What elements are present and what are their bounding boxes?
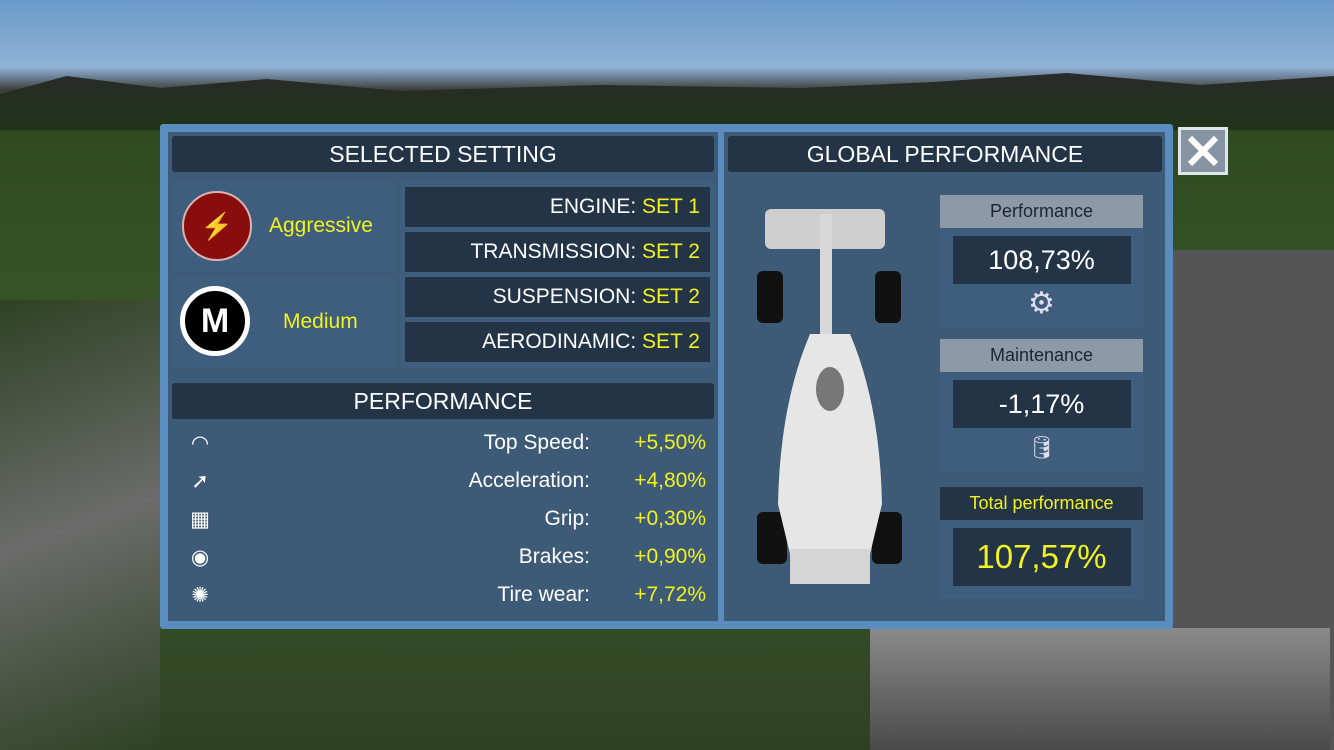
perf-row-tire-wear: ✺ Tire wear: +7,72% <box>172 578 714 612</box>
set-label: TRANSMISSION: <box>470 240 637 263</box>
set-row-aerodinamic: AERODINAMIC: SET 2 <box>405 322 710 362</box>
gear-icon: ⚙ <box>1028 287 1055 320</box>
global-performance-title: GLOBAL PERFORMANCE <box>728 136 1162 172</box>
set-value: SET 2 <box>642 240 700 263</box>
set-row-transmission: TRANSMISSION: SET 2 <box>405 232 710 272</box>
maintenance-card-value: -1,17% <box>952 380 1131 428</box>
close-icon <box>1187 135 1219 167</box>
oil-can-icon: 🛢 <box>1027 435 1056 460</box>
background-hills <box>0 73 1334 130</box>
total-performance-value: 107,57% <box>952 528 1131 586</box>
set-label: SUSPENSION: <box>492 285 637 308</box>
perf-label: Acceleration: <box>468 469 590 492</box>
mode-medium: M Medium <box>172 276 396 368</box>
perf-label: Tire wear: <box>497 583 590 606</box>
brake-stop-icon: ◉ <box>190 545 210 569</box>
perf-label: Top Speed: <box>483 431 590 454</box>
maintenance-card-title: Maintenance <box>940 339 1143 372</box>
f1-car-image <box>757 209 902 584</box>
set-row-suspension: SUSPENSION: SET 2 <box>405 277 710 317</box>
mode-label: Medium <box>283 310 358 333</box>
perf-value: +0,90% <box>634 545 706 568</box>
background-road <box>0 300 160 750</box>
set-value: SET 2 <box>642 285 700 308</box>
set-label: ENGINE: <box>549 195 637 218</box>
performance-card-value: 108,73% <box>952 236 1131 284</box>
wheel-icon: ✺ <box>191 583 209 607</box>
close-button[interactable] <box>1178 127 1228 175</box>
performance-card: Performance 108,73% ⚙ <box>940 195 1143 328</box>
total-performance-card: Total performance 107,57% <box>940 487 1143 599</box>
perf-label: Grip: <box>544 507 590 530</box>
perf-row-acceleration: ➚ Acceleration: +4,80% <box>172 464 714 498</box>
engine-bolts-icon: ⚡ <box>182 191 252 261</box>
set-value: SET 1 <box>642 195 700 218</box>
perf-label: Brakes: <box>518 545 590 568</box>
perf-row-top-speed: ◠ Top Speed: +5,50% <box>172 426 714 460</box>
speedometer-icon: ◠ <box>190 431 210 455</box>
tire-medium-icon: M <box>180 286 250 356</box>
perf-value: +4,80% <box>634 469 706 492</box>
mode-aggressive: ⚡ Aggressive <box>172 180 396 272</box>
acceleration-gauge-icon: ➚ <box>191 469 209 493</box>
perf-value: +0,30% <box>634 507 706 530</box>
perf-row-brakes: ◉ Brakes: +0,90% <box>172 540 714 574</box>
set-row-engine: ENGINE: SET 1 <box>405 187 710 227</box>
performance-card-title: Performance <box>940 195 1143 228</box>
selected-setting-title: SELECTED SETTING <box>172 136 714 172</box>
total-performance-title: Total performance <box>940 487 1143 520</box>
performance-title: PERFORMANCE <box>172 383 714 419</box>
maintenance-card: Maintenance -1,17% 🛢 <box>940 339 1143 472</box>
perf-value: +7,72% <box>634 583 706 606</box>
tire-tread-icon: ▦ <box>190 507 210 531</box>
mode-label: Aggressive <box>269 214 373 237</box>
set-label: AERODINAMIC: <box>482 330 637 353</box>
perf-row-grip: ▦ Grip: +0,30% <box>172 502 714 536</box>
settings-panel: SELECTED SETTING ⚡ Aggressive M Medium E… <box>160 124 1173 629</box>
background-track <box>870 628 1330 750</box>
set-value: SET 2 <box>642 330 700 353</box>
perf-value: +5,50% <box>634 431 706 454</box>
